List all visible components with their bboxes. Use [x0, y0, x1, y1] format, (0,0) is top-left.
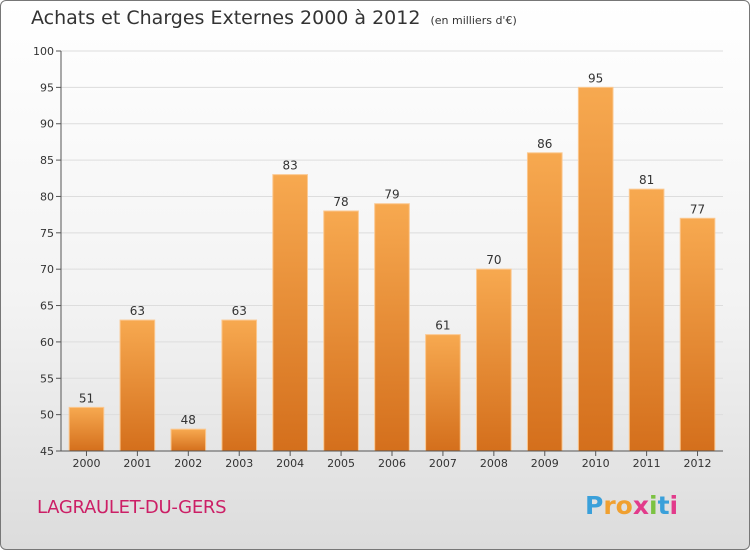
y-tick-label: 55 — [40, 372, 54, 385]
y-tick-label: 65 — [40, 300, 54, 313]
bar-2007 — [425, 334, 461, 452]
bar-2005 — [323, 210, 359, 452]
x-tick-label: 2002 — [174, 457, 202, 470]
bar-2001 — [119, 319, 156, 452]
logo-letter: o — [615, 491, 633, 520]
commune-name: LAGRAULET-DU-GERS — [37, 497, 227, 518]
bar-value-label: 77 — [690, 202, 705, 216]
bar-2008 — [476, 268, 512, 452]
x-tick-label: 2003 — [225, 457, 253, 470]
y-tick-label: 100 — [33, 45, 54, 58]
proxiti-logo: Proxiti — [585, 491, 678, 520]
bar-value-label: 95 — [588, 71, 603, 85]
axis-layer: 45 50 55 60 65 70 75 80 85 90 95 100 2000 2001 2002 200… — [33, 45, 723, 470]
bar-2011 — [628, 188, 665, 452]
x-tick-label: 2006 — [378, 457, 406, 470]
bar-value-label: 83 — [283, 159, 298, 173]
logo-letter: i — [669, 491, 679, 520]
bar-2004 — [272, 174, 308, 452]
bar-value-label: 70 — [486, 253, 501, 267]
y-tick-label: 60 — [40, 336, 54, 349]
bar-value-label: 63 — [130, 304, 145, 318]
bar-value-label: 61 — [435, 319, 450, 333]
x-tick-label: 2012 — [684, 457, 712, 470]
bar-2009 — [526, 152, 563, 452]
y-tick-label: 75 — [40, 227, 54, 240]
y-tick-label: 90 — [40, 118, 54, 131]
logo-letter: P — [585, 491, 604, 520]
y-tick-label: 45 — [40, 445, 54, 458]
bar-value-label: 81 — [639, 173, 654, 187]
x-tick-label: 2001 — [123, 457, 151, 470]
chart-title: Achats et Charges Externes 2000 à 2012 (e… — [31, 7, 517, 29]
bar-value-label: 78 — [333, 195, 348, 209]
bar-2010 — [577, 86, 614, 452]
bar-value-label: 86 — [537, 137, 552, 151]
bar-2002 — [170, 428, 207, 452]
bar-value-label: 63 — [232, 304, 247, 318]
bar-2000 — [68, 406, 105, 452]
x-tick-label: 2011 — [633, 457, 661, 470]
bar-2006 — [374, 203, 410, 452]
logo-letter: i — [649, 491, 658, 520]
bar-layer: 51 63 48 63 83 78 79 61 70 86 95 81 77 — [68, 71, 716, 452]
x-tick-label: 2008 — [480, 457, 508, 470]
x-tick-label: 2004 — [276, 457, 304, 470]
chart-title-text: Achats et Charges Externes 2000 à 2012 — [31, 7, 421, 29]
chart-subtitle: (en milliers d'€) — [430, 14, 517, 27]
bar-value-label: 79 — [384, 188, 399, 202]
y-tick-label: 80 — [40, 190, 54, 203]
bar-value-label: 48 — [181, 413, 196, 427]
logo-letter: r — [603, 491, 616, 520]
x-tick-label: 2009 — [531, 457, 559, 470]
x-tick-label: 2000 — [72, 457, 100, 470]
bar-2003 — [221, 319, 258, 452]
x-tick-label: 2005 — [327, 457, 355, 470]
x-tick-label: 2007 — [429, 457, 457, 470]
logo-letter: t — [657, 491, 670, 520]
bar-value-label: 51 — [79, 391, 94, 405]
x-tick-label: 2010 — [582, 457, 610, 470]
y-tick-label: 50 — [40, 409, 54, 422]
bar-2012 — [679, 217, 716, 452]
y-tick-label: 70 — [40, 263, 54, 276]
logo-letter: x — [632, 491, 649, 520]
y-tick-label: 95 — [40, 81, 54, 94]
y-tick-label: 85 — [40, 154, 54, 167]
